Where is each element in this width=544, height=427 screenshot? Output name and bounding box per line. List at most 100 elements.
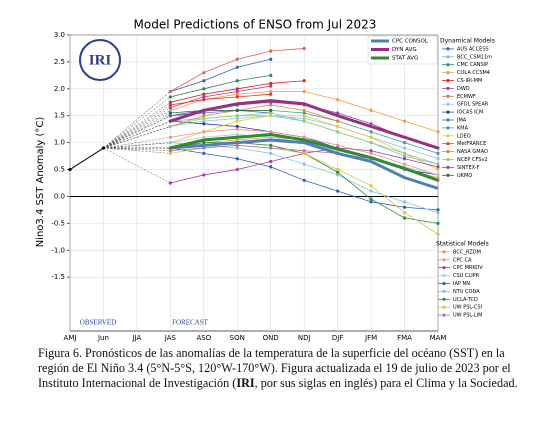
series-line-marker (302, 135, 306, 139)
series-line-marker (369, 108, 373, 112)
series-line-marker (369, 135, 373, 139)
series-line-marker (235, 92, 239, 96)
series-line-marker (436, 208, 440, 212)
series-line-marker (202, 135, 206, 139)
legend-label: IAP NN (453, 281, 470, 287)
series-line-marker (235, 138, 239, 142)
series-line-marker (235, 146, 239, 150)
legend-marker (446, 126, 450, 130)
legend-label: CSU CLIPR (453, 273, 480, 279)
y-tick-label: 2.5 (54, 58, 65, 66)
series-line-marker (436, 165, 440, 169)
series-line-marker (269, 165, 273, 169)
series-line-marker (168, 100, 172, 104)
series-line-marker (168, 151, 172, 155)
connector (103, 110, 171, 149)
series-line-marker (235, 79, 239, 83)
series-line-marker (402, 154, 407, 158)
connector (103, 115, 171, 149)
observed-line-marker (68, 167, 72, 172)
series-line-marker (336, 170, 340, 174)
series-line-marker (202, 141, 206, 145)
series-line-marker (302, 46, 306, 51)
series-line-marker (402, 141, 407, 145)
chart: Model Predictions of ENSO from Jul 2023 … (35, 18, 495, 343)
series-line-marker (302, 114, 306, 118)
legend-marker (442, 289, 446, 293)
legend-label: BCC_RZDM (453, 249, 481, 255)
series-line-marker (168, 135, 172, 139)
legend-marker (446, 78, 450, 83)
legend-marker (442, 250, 446, 254)
series-line-marker (336, 111, 340, 115)
legend-marker (446, 118, 450, 122)
series-line (170, 58, 271, 92)
y-tick-label: -1.5 (51, 273, 65, 281)
caption-text: Figura 6. Pronósticos de las anomalías d… (38, 346, 511, 390)
average-line (170, 133, 439, 182)
series-line-marker (269, 130, 273, 134)
legend-label: NCEP CFSv2 (457, 157, 488, 163)
series-line-marker (302, 116, 306, 121)
series-line-marker (402, 157, 407, 161)
legend-marker (442, 305, 446, 309)
legend-marker (446, 94, 450, 98)
series-line-marker (235, 108, 239, 112)
legend-marker (442, 266, 446, 270)
legend-label: DWD (457, 86, 470, 92)
series-line-marker (369, 151, 373, 155)
legend-marker (446, 157, 450, 162)
legend-marker (446, 55, 450, 59)
legend-label: ECMWF (457, 94, 476, 100)
chart-title: Model Predictions of ENSO from Jul 2023 (134, 18, 377, 32)
series-line-marker (369, 197, 373, 201)
legend-label: CPC MRKOV (453, 265, 483, 271)
series-line-marker (302, 178, 306, 182)
series-line-marker (235, 124, 239, 129)
connector (103, 147, 171, 151)
legend-marker (446, 173, 450, 177)
x-tick-label: Jun (97, 334, 109, 342)
series-line-marker (436, 211, 440, 215)
legend-marker (446, 63, 450, 67)
series-line-marker (302, 149, 306, 153)
series-line-marker (235, 95, 239, 99)
series-line-marker (202, 114, 206, 118)
x-tick-label: AMJ (64, 334, 77, 342)
series-line-marker (235, 65, 239, 69)
y-tick-label: 2.0 (54, 85, 65, 93)
average-line (169, 99, 439, 150)
series-line-marker (269, 135, 273, 139)
plot-area (69, 34, 439, 332)
caption-text: , por sus siglas en inglés) para el Clim… (254, 376, 518, 390)
legend-marker (442, 297, 446, 301)
series-line-marker (302, 162, 306, 166)
series-line-marker (235, 87, 239, 91)
logo: IRI (89, 52, 112, 68)
legend-title: Statistical Models (436, 241, 489, 248)
series-line-marker (302, 89, 306, 94)
connector (103, 142, 171, 149)
series-line-marker (402, 151, 407, 155)
series-line (170, 104, 338, 127)
legend-marker (442, 281, 446, 286)
series-line-marker (168, 124, 172, 129)
legend-label: JMA (456, 118, 467, 124)
series-line-marker (168, 95, 172, 99)
connector (103, 147, 171, 154)
series-line (170, 74, 271, 98)
series-line-marker (202, 151, 206, 155)
series-line-marker (202, 79, 206, 83)
legend-label: NTU CODA (453, 289, 480, 295)
series-line-marker (168, 114, 172, 118)
legend-label: CS-IRI-MM (457, 78, 482, 84)
series-line-marker (269, 108, 273, 112)
connector (103, 126, 171, 149)
series-line-marker (269, 114, 273, 118)
legend-label: LDEO (457, 133, 471, 139)
observed-line (69, 147, 104, 170)
series-line-marker (369, 141, 373, 145)
series-line-marker (168, 141, 172, 145)
series-line-marker (369, 184, 373, 188)
series-line-marker (269, 143, 273, 147)
